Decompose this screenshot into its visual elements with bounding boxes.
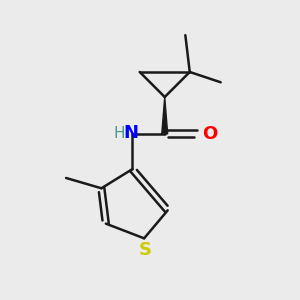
Text: H: H — [113, 126, 125, 141]
Text: O: O — [202, 125, 218, 143]
Polygon shape — [162, 97, 168, 134]
Text: N: N — [123, 124, 138, 142]
Text: S: S — [139, 241, 152, 259]
